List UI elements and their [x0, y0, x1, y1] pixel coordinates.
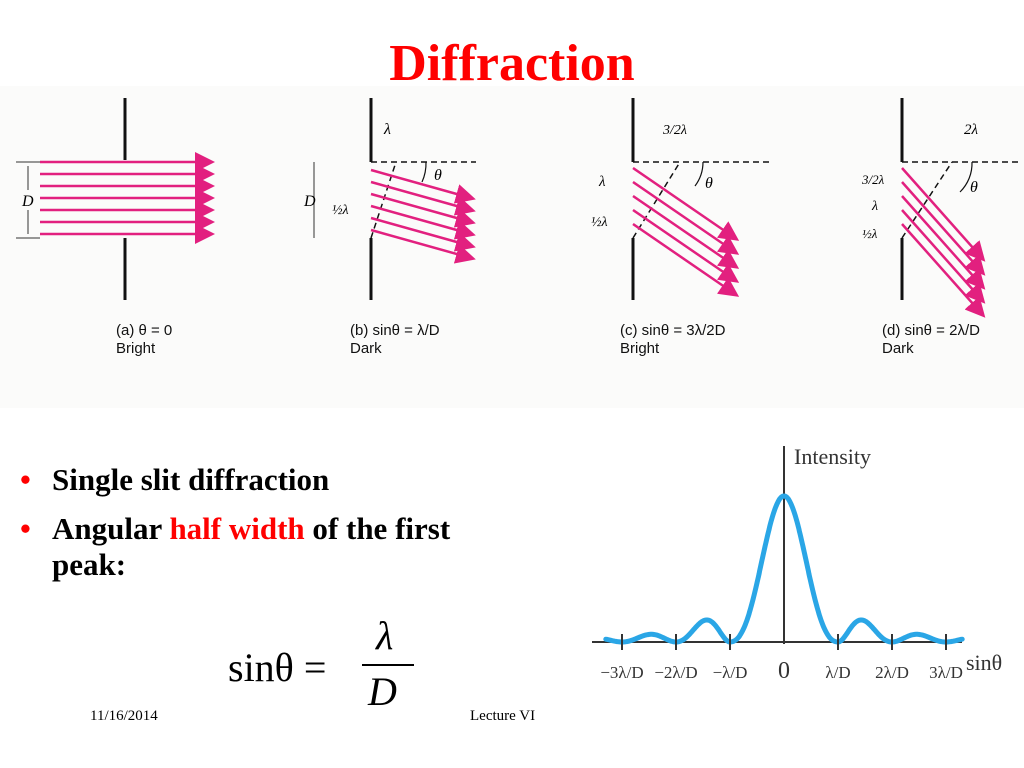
highlighted-text: half width	[169, 511, 305, 546]
x-tick-label: −3λ/D	[600, 663, 643, 682]
panel-a-diagram: D	[16, 98, 215, 300]
svg-text:3/2λ: 3/2λ	[861, 172, 885, 187]
formula-denominator: D	[368, 669, 397, 714]
svg-text:λ: λ	[871, 199, 878, 214]
panel-c-caption: (c) sinθ = 3λ/2D Bright	[620, 322, 726, 357]
y-axis-label: Intensity	[794, 444, 871, 469]
svg-text:½λ: ½λ	[591, 215, 608, 230]
panel-a-D-label: D	[21, 193, 34, 210]
x-tick-label: 2λ/D	[875, 663, 909, 682]
x-tick-label: 3λ/D	[929, 663, 963, 682]
svg-text:λ: λ	[598, 174, 606, 190]
svg-text:½λ: ½λ	[862, 226, 878, 241]
slide-title: Diffraction	[389, 35, 635, 92]
bullet-marker: •	[20, 511, 31, 546]
fraction-bar	[362, 664, 414, 666]
panel-b-caption: (b) sinθ = λ/D Dark	[350, 322, 440, 357]
x-ticks	[621, 634, 947, 650]
panel-b-diagram: θ λ ½λ D	[303, 98, 476, 300]
x-tick-label: −2λ/D	[654, 663, 697, 682]
diffracted-rays	[370, 168, 476, 264]
svg-text:θ: θ	[705, 175, 713, 192]
incident-rays	[40, 152, 215, 244]
bullet-list: • Single slit diffraction • Angular half…	[18, 462, 498, 596]
formula-numerator: λ	[376, 613, 394, 658]
svg-text:2λ: 2λ	[964, 122, 979, 138]
panel-d-diagram: θ 2λ 3/2λ λ ½λ	[861, 98, 1020, 318]
intensity-curve	[603, 493, 965, 645]
bullet-marker: •	[20, 462, 31, 497]
panel-c-diagram: θ 3/2λ λ ½λ	[591, 98, 770, 300]
x-axis-label: sinθ	[966, 650, 1002, 675]
x-tick-label: 0	[778, 658, 790, 684]
panel-a-caption: (a) θ = 0 Bright	[116, 322, 173, 357]
diffraction-figure-background	[0, 86, 1024, 408]
bullet-item: • Angular half width of the first peak:	[20, 511, 451, 582]
formula-lhs: sinθ =	[228, 645, 327, 690]
footer-label: Lecture VI	[470, 708, 536, 724]
svg-text:½λ: ½λ	[332, 203, 349, 218]
intensity-chart: Intensity sinθ −3λ/D −2λ/D −λ/D 0 λ/D 2λ/D 3λ/…	[592, 444, 1002, 684]
panel-d-caption: (d) sinθ = 2λ/D Dark	[882, 322, 980, 357]
svg-text:λ: λ	[383, 121, 391, 138]
footer-date: 11/16/2014	[90, 708, 158, 724]
svg-text:θ: θ	[434, 167, 442, 184]
bullet-item: • Single slit diffraction	[20, 462, 330, 497]
svg-text:3/2λ: 3/2λ	[662, 123, 687, 138]
x-tick-label: −λ/D	[713, 663, 748, 682]
x-tick-label: λ/D	[825, 663, 850, 682]
svg-text:D: D	[303, 193, 316, 210]
svg-text:θ: θ	[970, 179, 978, 196]
x-tick-labels: −3λ/D −2λ/D −λ/D 0 λ/D 2λ/D 3λ/D	[600, 658, 963, 684]
